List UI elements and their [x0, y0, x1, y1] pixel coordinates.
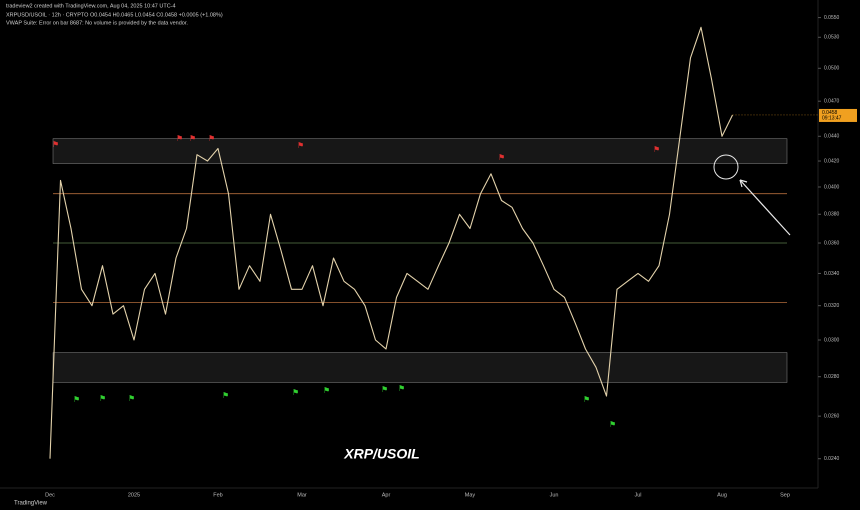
zone [52, 352, 788, 383]
flag: ⚑ [297, 141, 304, 150]
x-tick-label: Jul [634, 492, 641, 498]
x-tick-label: Dec [45, 492, 55, 498]
y-tick-label: 0.0380 [824, 212, 840, 218]
y-tick-label: 0.0530 [824, 35, 840, 41]
flag: ⚑ [128, 394, 135, 403]
y-tick-label: 0.0300 [824, 337, 840, 343]
y-tick-label: 0.0260 [824, 413, 840, 419]
flag: ⚑ [73, 395, 80, 404]
flag: ⚑ [381, 385, 388, 394]
last-price-box [819, 108, 857, 122]
zone [52, 138, 788, 164]
price-line [49, 26, 733, 459]
arrow-head [739, 179, 748, 188]
y-tick-label: 0.0280 [824, 374, 840, 380]
flag: ⚑ [222, 391, 229, 400]
y-tick-label: 0.0400 [824, 184, 840, 190]
symbol-line: XRPUSD/USOIL · 12h · CRYPTO O0.0454 H0.0… [6, 12, 223, 18]
arrow [739, 179, 791, 236]
flag: ⚑ [609, 420, 616, 429]
plot [49, 26, 818, 459]
flag: ⚑ [176, 134, 183, 143]
flag: ⚑ [208, 134, 215, 143]
indicator-line: VWAP Suite: Error on bar 8687: No volume… [6, 20, 188, 26]
y-tick-label: 0.0360 [824, 240, 840, 246]
y-tick-label: 0.0500 [824, 66, 840, 72]
annotation: XRP/USOIL [343, 446, 419, 462]
flag: ⚑ [189, 134, 196, 143]
y-tick-label: 0.0420 [824, 158, 840, 164]
flag: ⚑ [52, 140, 59, 149]
flag: ⚑ [583, 395, 590, 404]
flag: ⚑ [99, 394, 106, 403]
flag: ⚑ [398, 384, 405, 393]
y-tick-label: 0.0550 [824, 15, 840, 21]
last-price-label: 0.0458 [822, 110, 838, 116]
x-tick-label: 2025 [128, 492, 140, 498]
footer-brand: TradingView [14, 501, 48, 507]
x-tick-label: May [465, 492, 476, 498]
y-tick-label: 0.0320 [824, 303, 840, 309]
flag: ⚑ [292, 388, 299, 397]
y-tick-label: 0.0470 [824, 99, 840, 105]
countdown: 09:13:47 [822, 115, 842, 121]
flag: ⚑ [323, 386, 330, 395]
y-tick-label: 0.0440 [824, 134, 840, 140]
x-tick-label: Apr [382, 492, 391, 498]
x-tick-label: Mar [297, 492, 307, 498]
flags: ⚑ ⚑ ⚑ ⚑ ⚑ ⚑ ⚑ ⚑ ⚑ ⚑ ⚑ ⚑ ⚑ ⚑ ⚑ ⚑ ⚑ [52, 134, 660, 429]
x-tick-label: Feb [213, 492, 222, 498]
y-tick-label: 0.0340 [824, 271, 840, 277]
creator-text: tradeview2 created with TradingView.com,… [6, 3, 176, 9]
x-tick-label: Jun [550, 492, 559, 498]
flag: ⚑ [498, 153, 505, 162]
flag: ⚑ [653, 145, 660, 154]
x-tick-label: Aug [717, 492, 727, 498]
highlight-circle [713, 154, 739, 180]
x-tick-label: Sep [780, 492, 790, 498]
y-tick-label: 0.0240 [824, 456, 840, 462]
